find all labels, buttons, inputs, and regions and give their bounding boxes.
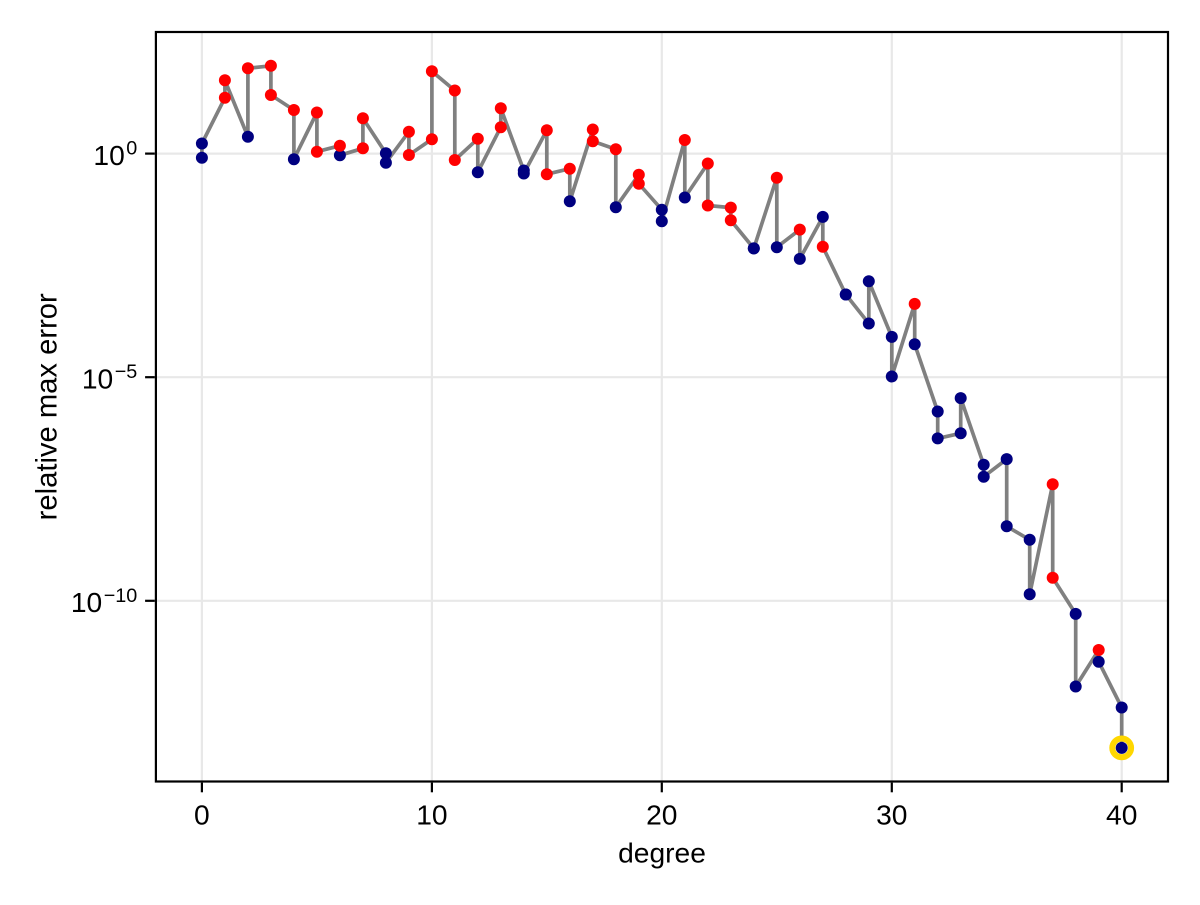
- svg-text:0: 0: [194, 799, 210, 831]
- svg-text:20: 20: [646, 799, 677, 831]
- svg-text:10: 10: [416, 799, 447, 831]
- svg-text:degree: degree: [618, 837, 706, 869]
- svg-text:relative max error: relative max error: [32, 293, 64, 520]
- svg-text:40: 40: [1106, 799, 1137, 831]
- svg-text:30: 30: [876, 799, 907, 831]
